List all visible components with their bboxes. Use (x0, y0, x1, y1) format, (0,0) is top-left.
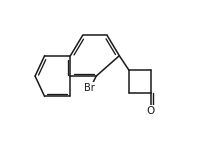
Text: O: O (146, 106, 154, 116)
Text: Br: Br (84, 83, 94, 93)
